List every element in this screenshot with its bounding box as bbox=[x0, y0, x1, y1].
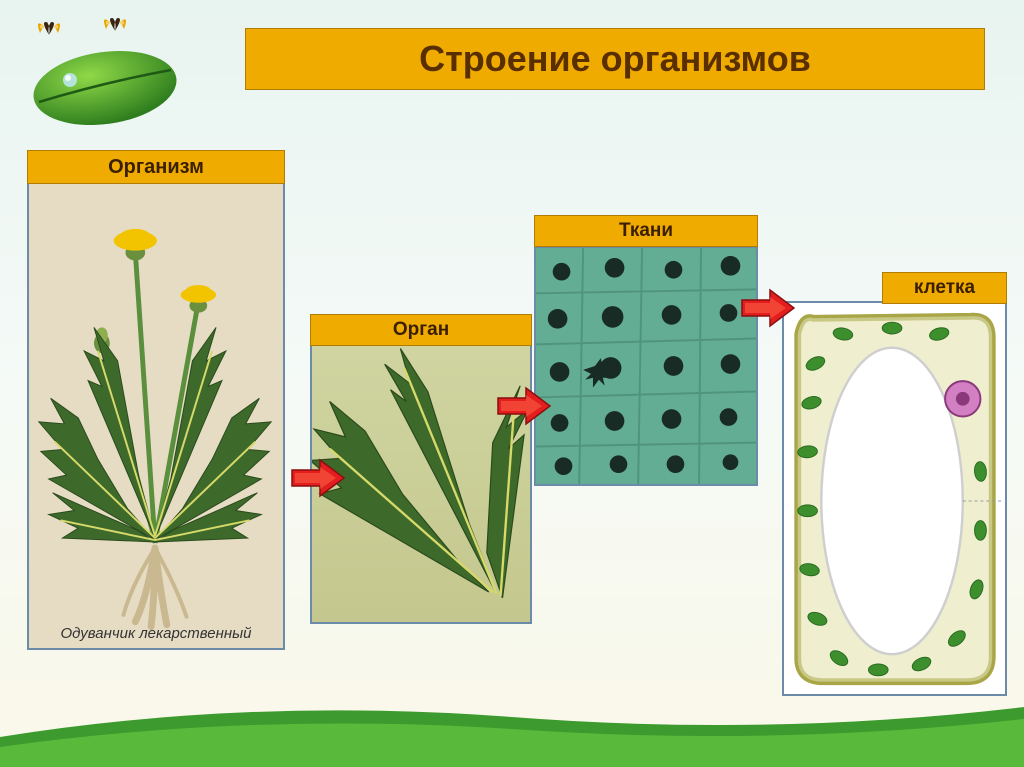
logo-icon bbox=[15, 10, 185, 130]
bottom-curve bbox=[0, 697, 1024, 767]
panel-cell bbox=[782, 301, 1007, 696]
label-tissue: Ткани bbox=[534, 215, 758, 247]
arrow-organ-to-tissue bbox=[496, 386, 552, 426]
label-organ: Орган bbox=[310, 314, 532, 346]
page-title: Строение организмов bbox=[419, 38, 811, 80]
label-organism: Организм bbox=[27, 150, 285, 184]
title-banner: Строение организмов bbox=[245, 28, 985, 90]
panel-organism: Одуванчик лекарственный bbox=[27, 180, 285, 650]
organism-caption: Одуванчик лекарственный bbox=[29, 625, 283, 642]
dandelion-illustration bbox=[29, 182, 283, 648]
arrow-organism-to-organ bbox=[290, 458, 346, 498]
arrow-tissue-to-cell bbox=[740, 288, 796, 328]
label-cell: клетка bbox=[882, 272, 1007, 304]
tissue-illustration bbox=[536, 248, 756, 484]
panel-tissue bbox=[534, 246, 758, 486]
plant-cell-illustration bbox=[784, 303, 1005, 694]
